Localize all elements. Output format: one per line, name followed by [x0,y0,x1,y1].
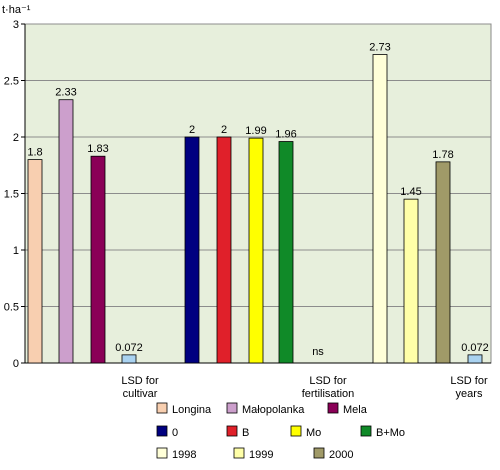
data-label: 1.78 [432,149,453,161]
y-tick-label: 0 [13,358,19,370]
bar-mo [248,137,264,364]
legend-swatch [290,425,302,437]
data-label: 1.45 [400,186,421,198]
legend-label: B+Mo [376,427,405,439]
legend-swatch [226,425,238,437]
bar-longina [27,159,43,364]
bar-ma-opolanka [58,99,74,364]
legend-swatch [156,425,168,437]
data-label: 2 [221,124,227,136]
data-label: 2.73 [369,42,390,54]
legend-label: Mela [343,404,368,416]
legend-swatch [313,447,325,459]
legend-label: B [242,427,249,439]
y-tick-label: 2 [13,132,19,144]
y-tick-label: 1.5 [4,189,19,201]
legend-swatch [360,425,372,437]
data-label: 2.33 [55,87,76,99]
data-label: 1.99 [245,125,266,137]
y-tick-label: 0.5 [4,302,19,314]
y-tick-label: 2.5 [4,76,19,88]
category-caption: LSD for [309,375,347,387]
bar-lsd-for-years [467,354,483,364]
category-caption: LSD for [450,375,488,387]
data-label: 1.8 [27,147,42,159]
data-label: 1.96 [275,129,296,141]
bar-0 [184,136,200,364]
legend-swatch [327,402,339,414]
legend-label: Longina [172,404,212,416]
legend-swatch [156,447,168,459]
bar-mela [90,155,106,364]
legend-swatch [156,402,168,414]
category-caption: fertilisation [302,388,355,400]
legend-label: 0 [172,427,178,439]
legend-label: 1998 [172,449,196,461]
legend-label: Małopolanka [242,404,305,416]
data-label: 1.83 [87,143,108,155]
data-label: ns [312,346,324,358]
y-axis-unit-label: t·ha⁻¹ [2,4,31,16]
legend-label: Mo [306,427,321,439]
legend-swatch [233,447,245,459]
category-caption: cultivar [123,388,158,400]
bar-2000 [435,161,451,364]
legend-label: 1999 [249,449,273,461]
y-tick-label: 1 [13,245,19,257]
bar-1999 [403,198,419,364]
data-label: 0.072 [115,342,143,354]
bar-1998 [372,54,388,364]
category-caption: LSD for [121,375,159,387]
bar-b-mo [278,141,294,364]
bar-b [216,136,232,364]
legend-label: 2000 [329,449,353,461]
data-label: 2 [189,124,195,136]
legend-swatch [226,402,238,414]
category-caption: years [456,388,483,400]
data-label: 0.072 [461,342,489,354]
bar-lsd-for-cultivar [121,354,137,364]
y-tick-label: 3 [13,19,19,31]
